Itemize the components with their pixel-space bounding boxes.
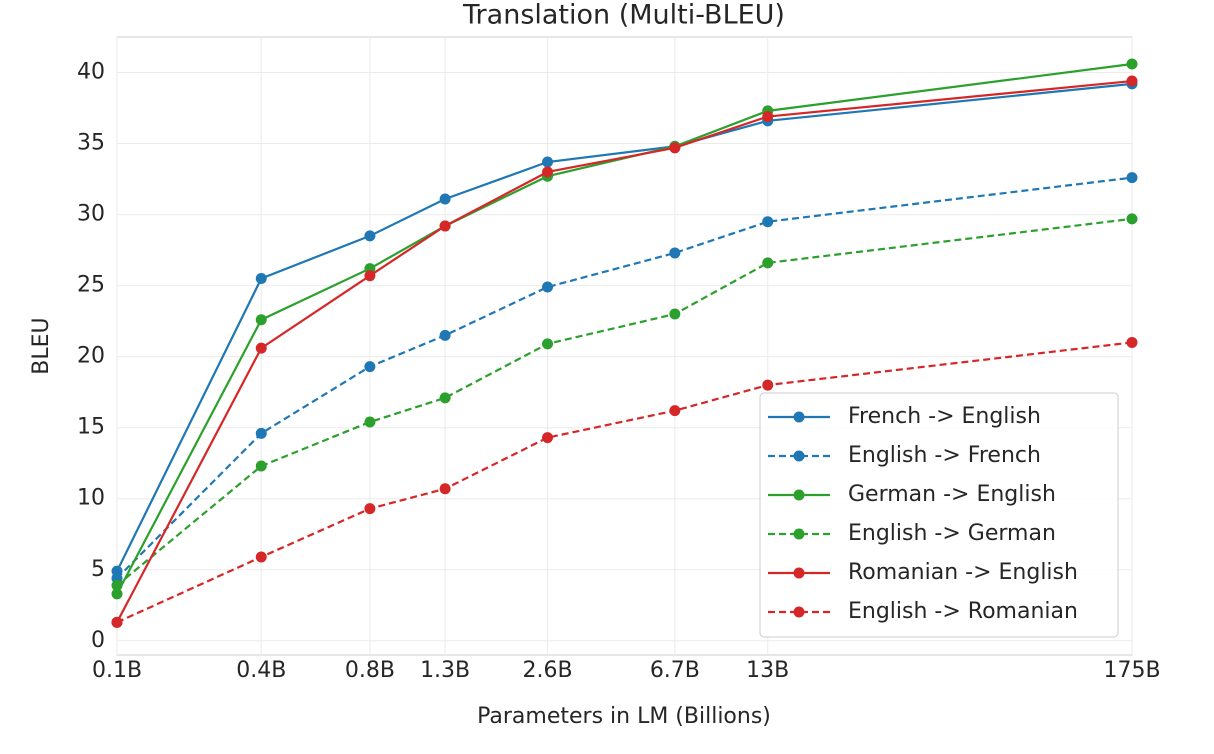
data-point: [1126, 58, 1138, 70]
data-point: [669, 308, 681, 320]
data-point: [255, 427, 267, 439]
data-point: [1126, 213, 1138, 225]
legend-marker: [793, 489, 805, 501]
data-point: [762, 111, 774, 123]
x-tick-label: 0.1B: [92, 658, 142, 683]
data-point: [1126, 336, 1138, 348]
x-tick-label: 0.4B: [236, 658, 286, 683]
data-point: [439, 483, 451, 495]
data-point: [762, 257, 774, 269]
data-point: [542, 156, 554, 168]
series-line: [116, 341, 1133, 624]
data-point: [542, 432, 554, 444]
data-point: [1126, 172, 1138, 184]
y-tick-label: 20: [77, 344, 105, 369]
y-tick-label: 25: [77, 273, 105, 298]
y-axis-label: BLEU: [29, 317, 54, 374]
legend-marker: [793, 411, 805, 423]
data-point: [364, 416, 376, 428]
series-line: [116, 176, 1133, 580]
data-point: [111, 588, 123, 600]
y-tick-label: 10: [77, 486, 105, 511]
data-point: [439, 392, 451, 404]
x-tick-label: 6.7B: [650, 658, 700, 683]
data-point: [669, 142, 681, 154]
data-point: [669, 247, 681, 259]
series-line: [116, 217, 1133, 587]
y-tick-label: 5: [91, 557, 105, 582]
legend-label: English -> Romanian: [848, 599, 1078, 624]
data-point: [255, 342, 267, 354]
y-tick-label: 0: [91, 628, 105, 653]
y-tick-label: 15: [77, 415, 105, 440]
legend-label: English -> German: [848, 521, 1056, 546]
x-axis-label: Parameters in LM (Billions): [477, 704, 771, 729]
data-point: [439, 329, 451, 341]
data-point: [542, 166, 554, 178]
legend-label: English -> French: [848, 443, 1041, 468]
legend-label: French -> English: [848, 404, 1041, 429]
y-tick-label: 40: [77, 60, 105, 85]
legend-marker: [793, 567, 805, 579]
x-tick-label: 13B: [746, 658, 789, 683]
data-point: [364, 270, 376, 282]
x-tick-label: 1.3B: [420, 658, 470, 683]
chart-title: Translation (Multi-BLEU): [462, 0, 785, 31]
data-point: [542, 281, 554, 293]
legend-marker: [793, 528, 805, 540]
x-tick-label: 2.6B: [522, 658, 572, 683]
series-line: [116, 79, 1133, 623]
data-point: [669, 405, 681, 417]
x-tick-label: 175B: [1103, 658, 1160, 683]
y-tick-label: 35: [77, 131, 105, 156]
x-tick-label: 0.8B: [345, 658, 395, 683]
y-tick-label: 30: [77, 202, 105, 227]
legend-marker: [793, 450, 805, 462]
data-point: [255, 273, 267, 285]
data-point: [762, 216, 774, 228]
data-point: [1126, 75, 1138, 87]
data-point: [255, 551, 267, 563]
data-point: [111, 616, 123, 628]
legend-label: Romanian -> English: [848, 560, 1078, 585]
data-point: [255, 314, 267, 326]
legend-marker: [793, 606, 805, 618]
data-point: [364, 503, 376, 515]
series-line: [116, 82, 1133, 572]
data-point: [111, 579, 123, 591]
legend-label: German -> English: [848, 482, 1056, 507]
data-point: [364, 361, 376, 373]
series-line: [116, 62, 1133, 595]
data-point: [255, 460, 267, 472]
data-point: [439, 193, 451, 205]
legend-box: [759, 392, 1119, 638]
data-point: [762, 379, 774, 391]
data-point: [542, 338, 554, 350]
data-point: [364, 230, 376, 242]
data-point: [439, 220, 451, 232]
